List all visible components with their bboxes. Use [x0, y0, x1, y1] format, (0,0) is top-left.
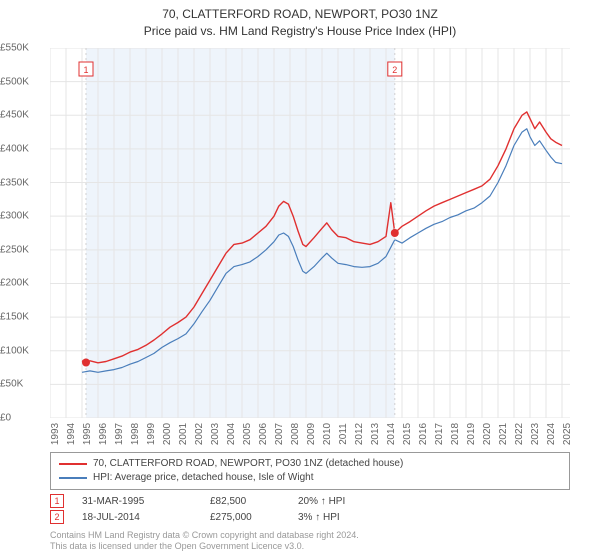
xtick-label: 2022 [514, 423, 525, 445]
xtick-label: 2003 [210, 423, 221, 445]
xtick-label: 2021 [498, 423, 509, 445]
event-delta: 20% ↑ HPI [298, 496, 345, 507]
xtick-label: 2020 [482, 423, 493, 445]
title-line-2: Price paid vs. HM Land Registry's House … [0, 23, 600, 40]
ytick-label: £450K [0, 110, 46, 121]
xtick-label: 1994 [66, 423, 77, 445]
xtick-label: 1995 [82, 423, 93, 445]
ytick-label: £250K [0, 244, 46, 255]
legend: 70, CLATTERFORD ROAD, NEWPORT, PO30 1NZ … [50, 452, 570, 490]
event-price: £82,500 [210, 496, 280, 507]
sale-event-row: 1 31-MAR-1995 £82,500 20% ↑ HPI [50, 494, 570, 508]
event-price: £275,000 [210, 512, 280, 523]
figure: 70, CLATTERFORD ROAD, NEWPORT, PO30 1NZ … [0, 0, 600, 560]
xtick-label: 2014 [386, 423, 397, 445]
legend-label: HPI: Average price, detached house, Isle… [93, 471, 314, 485]
ytick-label: £550K [0, 43, 46, 54]
legend-swatch [59, 477, 87, 479]
xtick-label: 2007 [274, 423, 285, 445]
title-line-1: 70, CLATTERFORD ROAD, NEWPORT, PO30 1NZ [0, 6, 600, 23]
legend-label: 70, CLATTERFORD ROAD, NEWPORT, PO30 1NZ … [93, 457, 403, 471]
xtick-label: 2008 [290, 423, 301, 445]
xtick-label: 1996 [98, 423, 109, 445]
ytick-label: £0 [0, 413, 46, 424]
chart-title: 70, CLATTERFORD ROAD, NEWPORT, PO30 1NZ … [0, 0, 600, 40]
ytick-label: £100K [0, 345, 46, 356]
ytick-label: £50K [0, 379, 46, 390]
ytick-label: £400K [0, 143, 46, 154]
legend-item: HPI: Average price, detached house, Isle… [59, 471, 561, 485]
xtick-label: 2004 [226, 423, 237, 445]
ytick-label: £200K [0, 278, 46, 289]
event-marker-icon: 2 [50, 510, 64, 524]
xtick-label: 2001 [178, 423, 189, 445]
xtick-label: 2019 [466, 423, 477, 445]
xtick-label: 2013 [370, 423, 381, 445]
xtick-label: 2018 [450, 423, 461, 445]
credits: Contains HM Land Registry data © Crown c… [50, 530, 570, 553]
xtick-label: 1993 [50, 423, 61, 445]
xtick-label: 2002 [194, 423, 205, 445]
event-date: 18-JUL-2014 [82, 512, 192, 523]
legend-item: 70, CLATTERFORD ROAD, NEWPORT, PO30 1NZ … [59, 457, 561, 471]
xtick-label: 2017 [434, 423, 445, 445]
event-marker-icon: 1 [50, 494, 64, 508]
xtick-label: 2024 [546, 423, 557, 445]
ytick-label: £300K [0, 211, 46, 222]
xtick-label: 2009 [306, 423, 317, 445]
ytick-label: £500K [0, 76, 46, 87]
svg-text:1: 1 [83, 65, 88, 75]
event-date: 31-MAR-1995 [82, 496, 192, 507]
sale-events-table: 1 31-MAR-1995 £82,500 20% ↑ HPI 2 18-JUL-2014… [50, 492, 570, 526]
xtick-label: 2015 [402, 423, 413, 445]
xtick-label: 2006 [258, 423, 269, 445]
credits-line-1: Contains HM Land Registry data © Crown c… [50, 530, 570, 541]
ytick-label: £150K [0, 312, 46, 323]
xtick-label: 1999 [146, 423, 157, 445]
chart-svg: 12 [50, 48, 570, 418]
credits-line-2: This data is licensed under the Open Gov… [50, 541, 570, 552]
xtick-label: 2011 [338, 423, 349, 445]
xtick-label: 1998 [130, 423, 141, 445]
xtick-label: 2005 [242, 423, 253, 445]
xtick-label: 2012 [354, 423, 365, 445]
plot-area: 12 [50, 48, 570, 418]
xtick-label: 2010 [322, 423, 333, 445]
event-delta: 3% ↑ HPI [298, 512, 340, 523]
sale-event-row: 2 18-JUL-2014 £275,000 3% ↑ HPI [50, 510, 570, 524]
xtick-label: 2025 [562, 423, 573, 445]
legend-swatch [59, 463, 87, 465]
xtick-label: 2023 [530, 423, 541, 445]
xtick-label: 2016 [418, 423, 429, 445]
xtick-label: 2000 [162, 423, 173, 445]
xtick-label: 1997 [114, 423, 125, 445]
ytick-label: £350K [0, 177, 46, 188]
svg-text:2: 2 [392, 65, 397, 75]
